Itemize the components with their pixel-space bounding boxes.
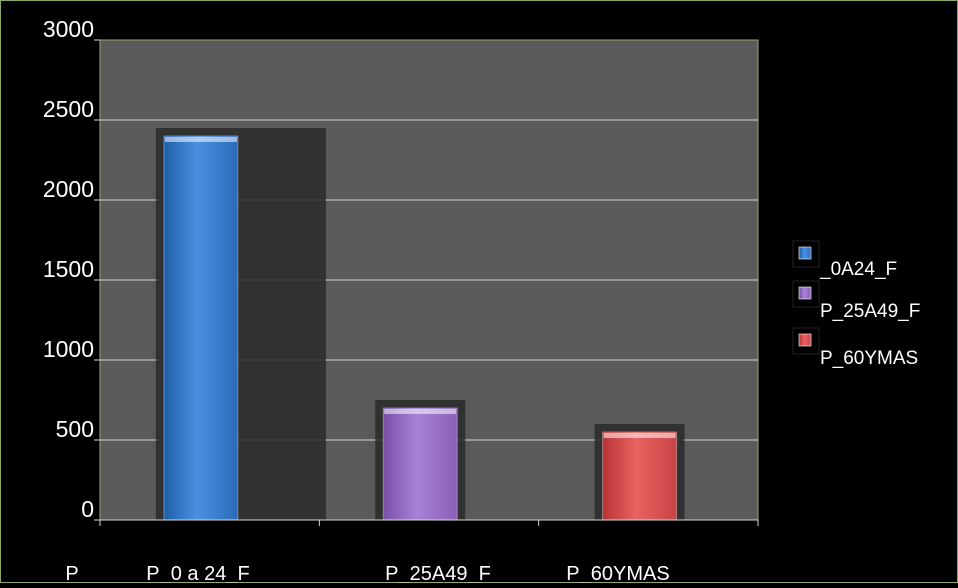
y-tick-label-1500: 1500 xyxy=(43,256,94,282)
legend-label-0: _0A24_F xyxy=(819,259,897,280)
y-tick-label-1000: 1000 xyxy=(43,336,94,362)
bar-P_25A49_F xyxy=(382,407,458,521)
y-tick-label-2500: 2500 xyxy=(43,96,94,122)
legend-swatch-P_60YMAS xyxy=(798,333,812,347)
bar-_0A24_F xyxy=(163,135,239,521)
legend-swatch-P_25A49_F xyxy=(798,286,812,300)
legend-label-2: P_60YMAS xyxy=(820,348,918,369)
y-tick-label-3000: 3000 xyxy=(43,16,94,42)
bar-cap-0 xyxy=(164,137,237,142)
bar-base-1 xyxy=(375,520,466,538)
bar-base-2 xyxy=(594,520,685,538)
bar-base-0 xyxy=(155,520,326,538)
bar-cap-2 xyxy=(603,433,676,438)
x-tick-label-3: P_60YMAS xyxy=(566,563,669,583)
legend: _0A24_F P_25A49_F P_60YMAS xyxy=(792,240,920,369)
legend-label-1: P_25A49_F xyxy=(820,301,920,322)
bars xyxy=(155,128,685,538)
x-axis: P P_0 a 24_F P_25A49_F P_60YMAS xyxy=(65,519,759,585)
y-tick-label-500: 500 xyxy=(56,416,94,442)
x-tick-label-0: P xyxy=(65,563,78,583)
legend-swatch-_0A24_F xyxy=(798,246,812,260)
x-tick-label-1: P_0 a 24_F xyxy=(146,563,249,583)
bar-P_60YMAS xyxy=(602,431,678,521)
y-tick-label-0: 0 xyxy=(81,496,94,522)
y-axis: 0 500 1000 1500 2000 2500 3000 xyxy=(43,16,100,522)
bar-cap-1 xyxy=(384,409,457,414)
y-tick-label-2000: 2000 xyxy=(43,176,94,202)
x-tick-label-2: P_25A49_F xyxy=(385,563,491,583)
